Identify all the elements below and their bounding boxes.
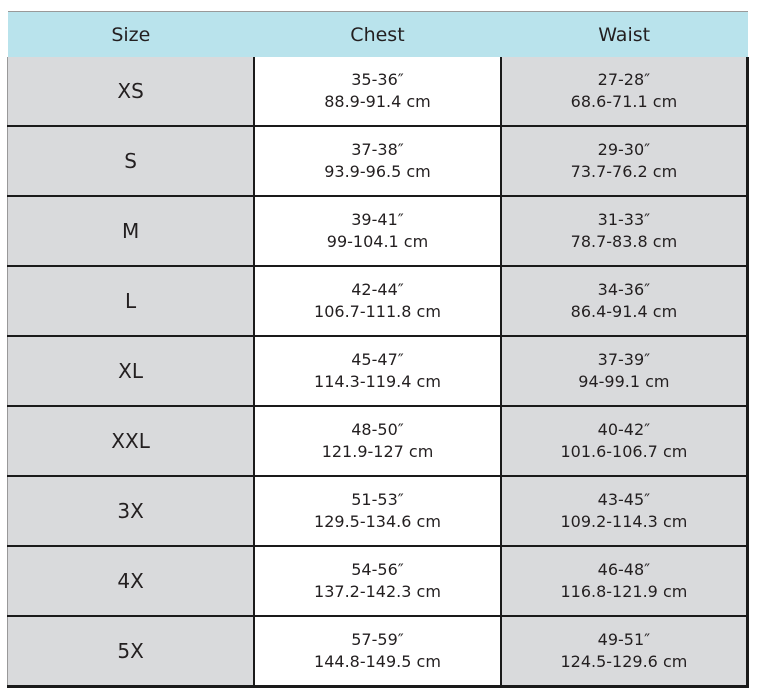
- header-chest: Chest: [254, 11, 501, 57]
- chest-cell: 48-50″ 121.9-127 cm: [253, 405, 502, 477]
- waist-cell: 43-45″ 109.2-114.3 cm: [499, 475, 749, 547]
- table-row: L 42-44″ 106.7-111.8 cm 34-36″ 86.4-91.4 cm: [7, 265, 749, 337]
- table-row: 3X 51-53″ 129.5-134.6 cm 43-45″ 109.2-114.3 …: [7, 475, 749, 547]
- size-cell: S: [7, 125, 256, 197]
- chest-cell: 57-59″ 144.8-149.5 cm: [253, 615, 502, 688]
- chest-inches: 57-59″: [351, 630, 404, 649]
- chest-cell: 54-56″ 137.2-142.3 cm: [253, 545, 502, 617]
- header-row: Size Chest Waist: [7, 11, 748, 57]
- waist-cell: 49-51″ 124.5-129.6 cm: [499, 615, 749, 688]
- size-cell: XXL: [7, 405, 256, 477]
- waist-cell: 46-48″ 116.8-121.9 cm: [499, 545, 749, 617]
- waist-inches: 37-39″: [597, 350, 651, 369]
- chest-inches: 39-41″: [351, 210, 404, 229]
- chest-cell: 37-38″ 93.9-96.5 cm: [253, 125, 502, 197]
- table-row: XS 35-36″ 88.9-91.4 cm 27-28″ 68.6-71.1 cm: [7, 57, 749, 127]
- waist-inches: 46-48″: [597, 560, 651, 579]
- waist-inches: 34-36″: [597, 280, 651, 299]
- chest-cm: 106.7-111.8 cm: [314, 302, 441, 321]
- waist-cm: 73.7-76.2 cm: [570, 162, 678, 181]
- size-cell: 3X: [7, 475, 256, 547]
- table-row: 4X 54-56″ 137.2-142.3 cm 46-48″ 116.8-121.9 …: [7, 545, 749, 617]
- waist-inches: 29-30″: [597, 140, 651, 159]
- chest-inches: 54-56″: [351, 560, 404, 579]
- table-row: S 37-38″ 93.9-96.5 cm 29-30″ 73.7-76.2 cm: [7, 125, 749, 197]
- chest-cm: 129.5-134.6 cm: [314, 512, 441, 531]
- chest-inches: 48-50″: [351, 420, 404, 439]
- waist-inches: 31-33″: [597, 210, 651, 229]
- header-size: Size: [7, 11, 255, 57]
- waist-cell: 29-30″ 73.7-76.2 cm: [499, 125, 749, 197]
- waist-cell: 37-39″ 94-99.1 cm: [499, 335, 749, 407]
- waist-inches: 43-45″: [597, 490, 651, 509]
- chest-cm: 137.2-142.3 cm: [314, 582, 441, 601]
- chest-cm: 88.9-91.4 cm: [324, 92, 431, 111]
- waist-cm: 68.6-71.1 cm: [570, 92, 678, 111]
- chest-cell: 42-44″ 106.7-111.8 cm: [253, 265, 502, 337]
- waist-inches: 27-28″: [597, 70, 651, 89]
- chest-cm: 114.3-119.4 cm: [314, 372, 441, 391]
- waist-inches: 49-51″: [597, 630, 651, 649]
- table-row: XL 45-47″ 114.3-119.4 cm 37-39″ 94-99.1 cm: [7, 335, 749, 407]
- chest-cell: 39-41″ 99-104.1 cm: [253, 195, 502, 267]
- chest-inches: 37-38″: [351, 140, 404, 159]
- waist-cell: 27-28″ 68.6-71.1 cm: [499, 57, 749, 127]
- waist-cm: 86.4-91.4 cm: [570, 302, 678, 321]
- waist-cm: 78.7-83.8 cm: [570, 232, 678, 251]
- chest-inches: 35-36″: [351, 70, 404, 89]
- waist-cell: 40-42″ 101.6-106.7 cm: [499, 405, 749, 477]
- table-row: XXL 48-50″ 121.9-127 cm 40-42″ 101.6-106.7 c…: [7, 405, 749, 477]
- waist-cm: 116.8-121.9 cm: [560, 582, 688, 601]
- chest-inches: 42-44″: [351, 280, 404, 299]
- header-waist: Waist: [500, 11, 748, 57]
- waist-cm: 109.2-114.3 cm: [560, 512, 688, 531]
- chest-cm: 99-104.1 cm: [326, 232, 429, 251]
- size-cell: L: [7, 265, 256, 337]
- chest-inches: 51-53″: [351, 490, 404, 509]
- size-cell: 5X: [7, 615, 256, 688]
- chest-cm: 93.9-96.5 cm: [324, 162, 431, 181]
- chest-cell: 45-47″ 114.3-119.4 cm: [253, 335, 502, 407]
- waist-cell: 31-33″ 78.7-83.8 cm: [499, 195, 749, 267]
- size-cell: M: [7, 195, 256, 267]
- table-row: M 39-41″ 99-104.1 cm 31-33″ 78.7-83.8 cm: [7, 195, 749, 267]
- table-row: 5X 57-59″ 144.8-149.5 cm 49-51″ 124.5-129.6 …: [7, 615, 749, 688]
- size-chart-table: Size Chest Waist XS 35-36″ 88.9-91.4 cm 27-…: [7, 11, 749, 688]
- size-cell: XL: [7, 335, 256, 407]
- chest-cm: 121.9-127 cm: [321, 442, 434, 461]
- waist-cell: 34-36″ 86.4-91.4 cm: [499, 265, 749, 337]
- waist-cm: 94-99.1 cm: [578, 372, 670, 391]
- size-cell: XS: [7, 57, 256, 127]
- waist-inches: 40-42″: [597, 420, 651, 439]
- chest-cell: 51-53″ 129.5-134.6 cm: [253, 475, 502, 547]
- chest-cell: 35-36″ 88.9-91.4 cm: [253, 57, 502, 127]
- waist-cm: 124.5-129.6 cm: [560, 652, 688, 671]
- chest-inches: 45-47″: [351, 350, 404, 369]
- chest-cm: 144.8-149.5 cm: [314, 652, 441, 671]
- size-cell: 4X: [7, 545, 256, 617]
- waist-cm: 101.6-106.7 cm: [560, 442, 688, 461]
